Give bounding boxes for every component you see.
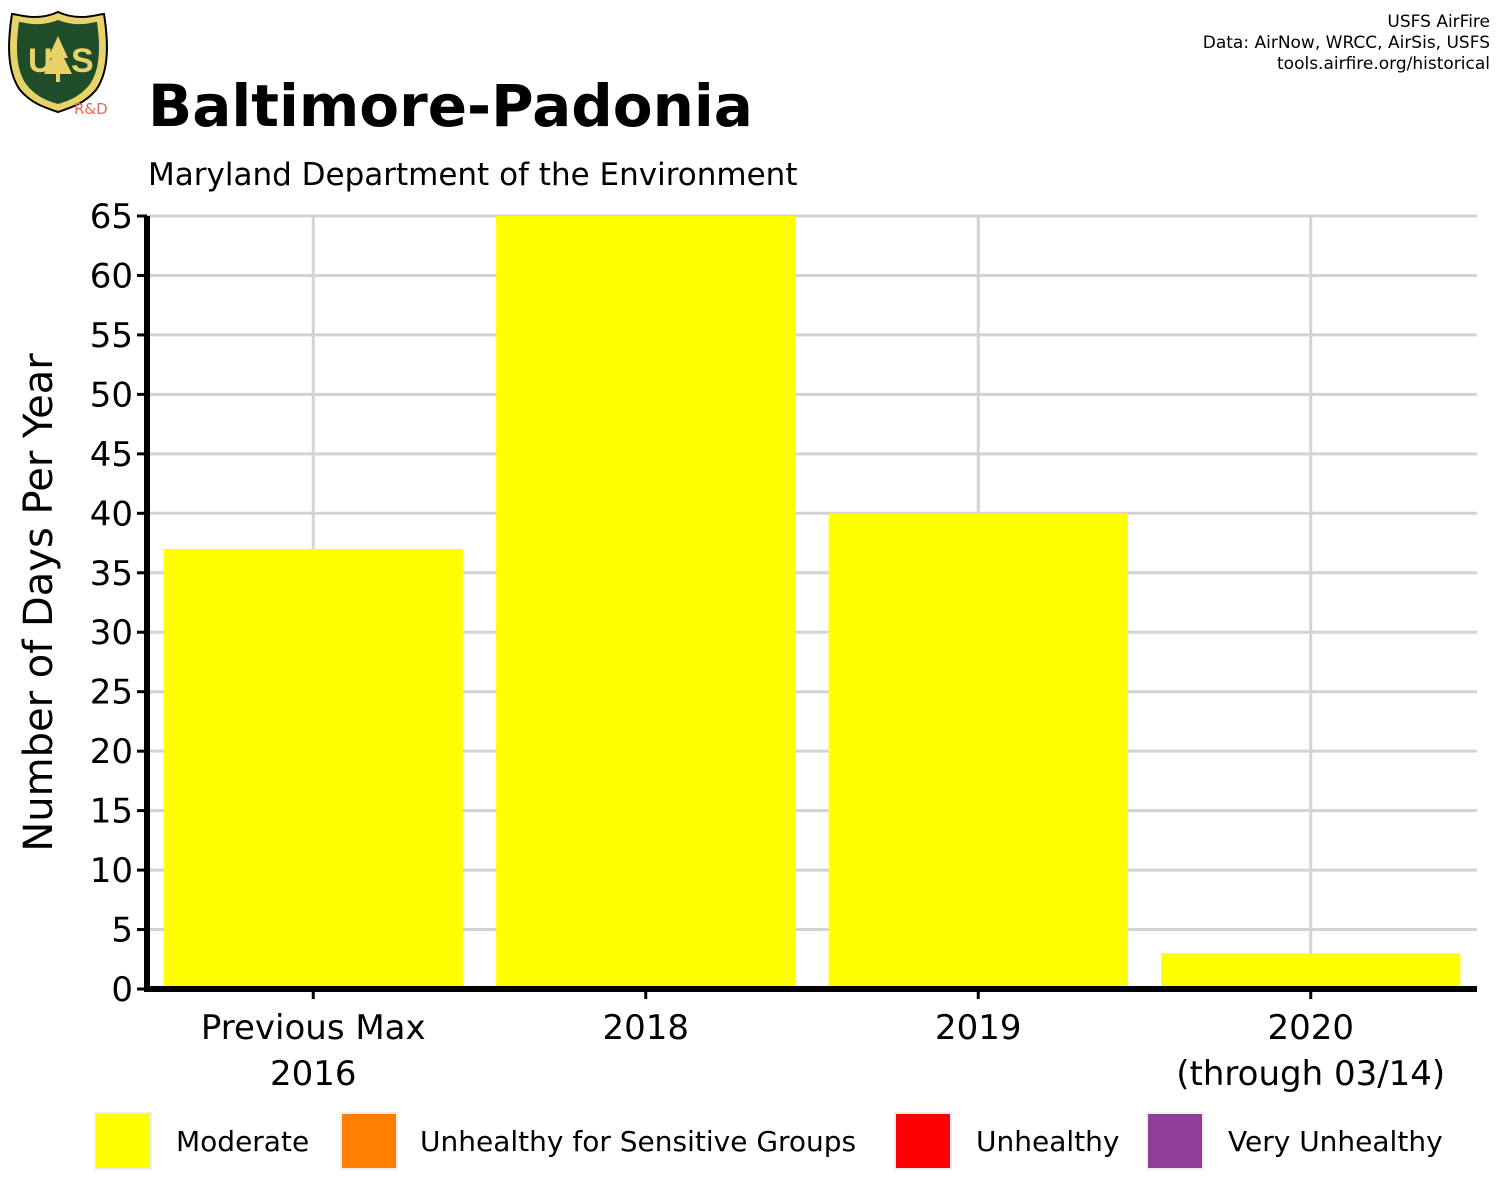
y-tick-label: 25	[90, 673, 133, 713]
credit-line-3: tools.airfire.org/historical	[1277, 54, 1490, 74]
x-tick-label: 2018	[602, 1008, 689, 1048]
legend-swatch	[1146, 1112, 1204, 1170]
forest-service-logo: U S	[8, 10, 108, 114]
axes	[144, 216, 1477, 992]
bar-moderate	[496, 216, 796, 989]
svg-text:S: S	[71, 42, 94, 80]
legend-swatch	[894, 1112, 952, 1170]
legend-label: Unhealthy for Sensitive Groups	[420, 1125, 856, 1158]
y-tick-label: 30	[90, 613, 133, 653]
x-tick-label: Previous Max	[201, 1008, 426, 1048]
legend: Moderate Unhealthy for Sensitive Groups Un…	[94, 1112, 1443, 1170]
legend-swatch	[340, 1112, 398, 1170]
x-tick-label: 2016	[270, 1054, 357, 1094]
y-tick-label: 15	[90, 792, 133, 832]
bar-moderate	[163, 548, 463, 989]
credit-line-2: Data: AirNow, WRCC, AirSis, USFS	[1203, 33, 1490, 53]
y-tick-label: 55	[90, 316, 133, 356]
legend-label: Very Unhealthy	[1228, 1125, 1443, 1158]
chart-title: Baltimore-Padonia	[148, 72, 753, 140]
y-tick-label: 0	[111, 970, 133, 1010]
x-tick-label: 2020	[1267, 1008, 1354, 1048]
bar-moderate	[1161, 953, 1461, 989]
y-tick-label: 10	[90, 851, 133, 891]
y-tick-label: 5	[111, 911, 133, 951]
x-tick-label: (through 03/14)	[1176, 1054, 1445, 1094]
chart-subtitle: Maryland Department of the Environment	[148, 157, 797, 193]
x-tick-label: 2019	[935, 1008, 1022, 1048]
x-axis-ticks: Previous Max 2016 2018 2019 2020 (through 03/…	[201, 989, 1445, 1094]
y-tick-label: 45	[90, 435, 133, 475]
y-axis-label: Number of Days Per Year	[16, 353, 62, 852]
legend-swatch	[94, 1112, 152, 1170]
y-tick-label: 60	[90, 256, 133, 296]
y-tick-label: 20	[90, 732, 133, 772]
y-tick-label: 35	[90, 554, 133, 594]
credit-line-1: USFS AirFire	[1387, 12, 1490, 32]
bar-moderate	[828, 513, 1128, 989]
bars	[163, 216, 1461, 989]
logo-rd-label: R&D	[74, 100, 108, 118]
y-axis-ticks: 0 5 10 15 20 25 30 35 40 45 50 55 60 65	[90, 197, 147, 1010]
legend-label: Unhealthy	[976, 1125, 1119, 1158]
y-tick-label: 40	[90, 494, 133, 534]
y-tick-label: 50	[90, 375, 133, 415]
svg-text:U: U	[28, 42, 53, 80]
legend-label: Moderate	[176, 1125, 309, 1158]
y-tick-label: 65	[90, 197, 133, 237]
